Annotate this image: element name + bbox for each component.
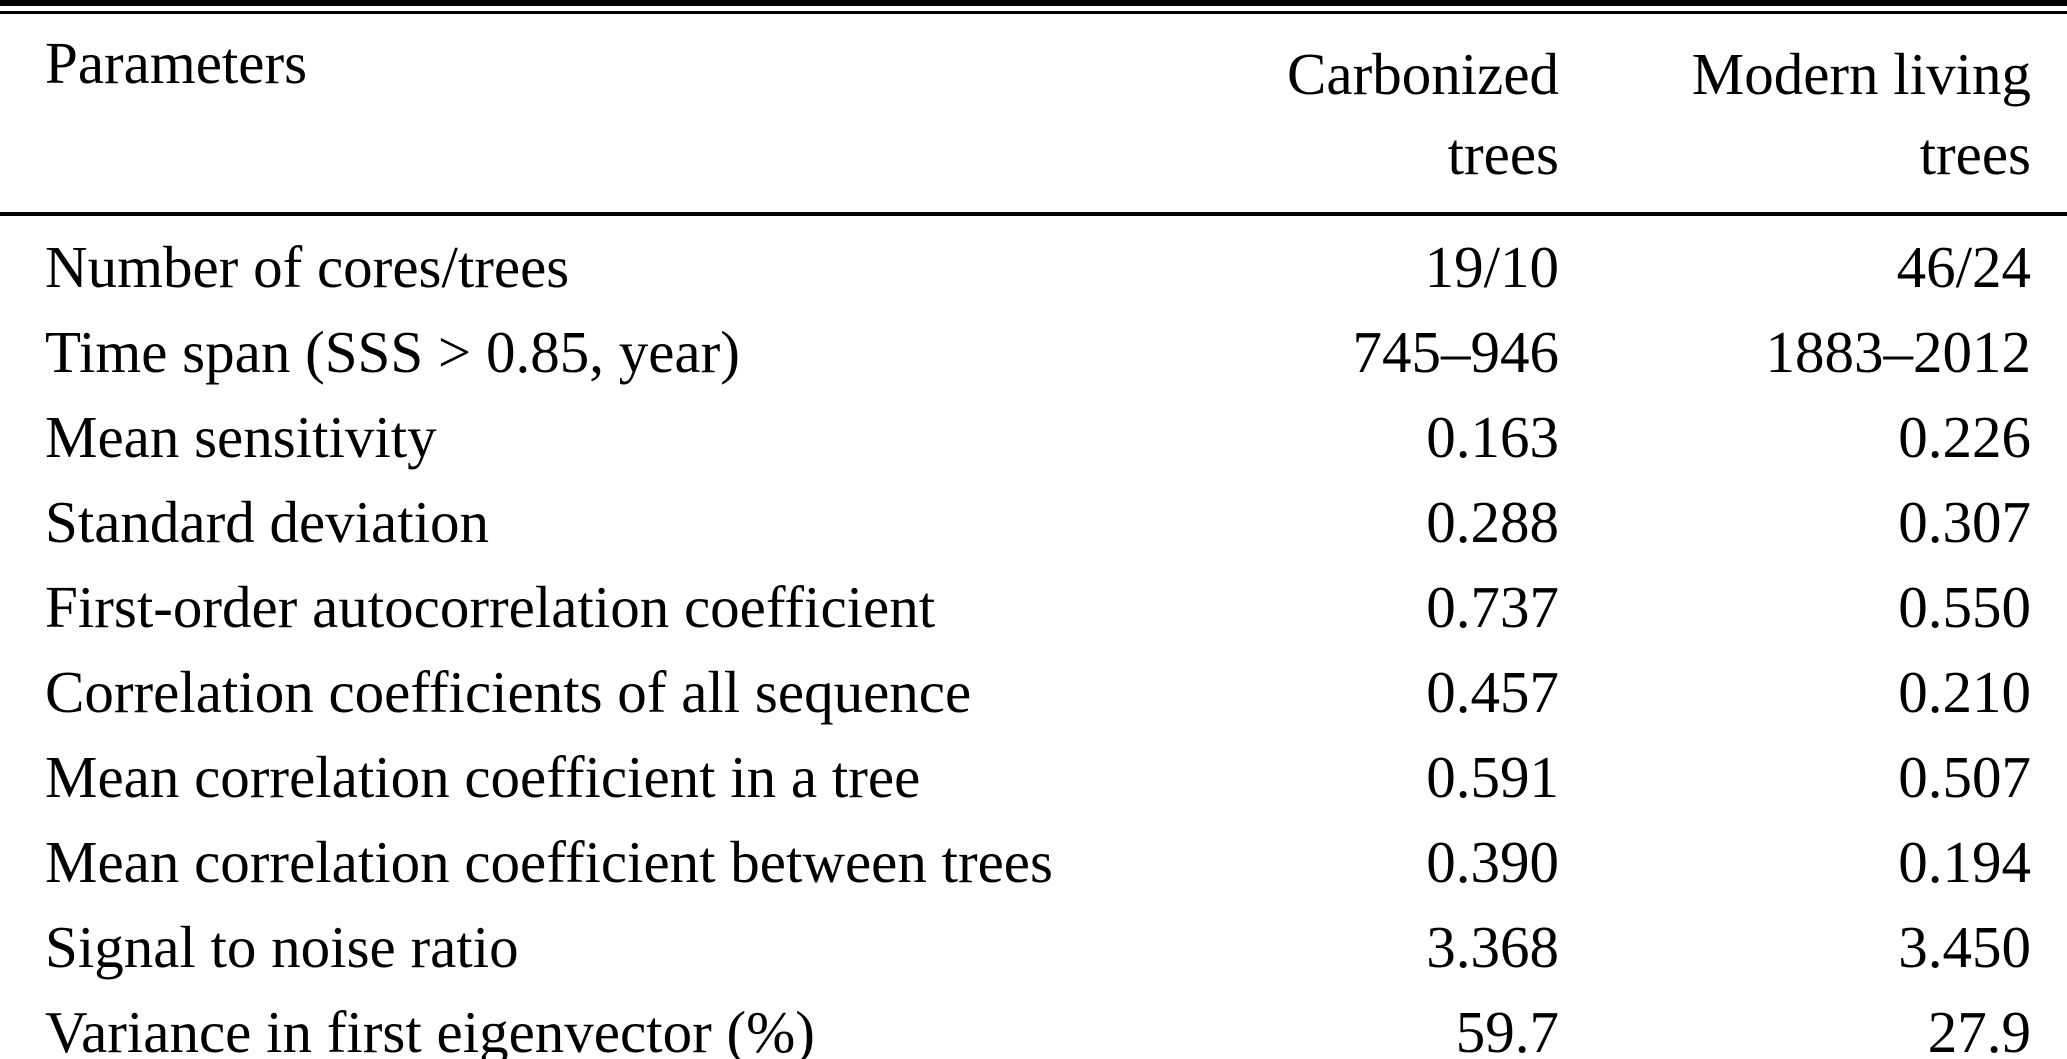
column-header-carbonized-line1: Carbonized	[1287, 41, 1559, 107]
carbonized-value: 745–946	[1352, 319, 1560, 385]
carbonized-value: 0.457	[1426, 659, 1559, 725]
modern-value: 0.507	[1898, 744, 2031, 810]
modern-value: 3.450	[1898, 914, 2031, 980]
table-row: Variance in first eigenvector (%) 59.7 2…	[0, 990, 2067, 1059]
param-label: Correlation coefficients of all sequence	[45, 659, 972, 725]
param-label: Mean correlation coefficient in a tree	[45, 744, 921, 810]
column-header-parameters: Parameters	[0, 14, 1170, 216]
param-label: Standard deviation	[45, 489, 490, 555]
modern-value: 1883–2012	[1765, 319, 2032, 385]
table-row: First-order autocorrelation coefficient …	[0, 565, 2067, 650]
carbonized-value: 19/10	[1424, 234, 1559, 300]
table-row: Number of cores/trees 19/10 46/24	[0, 214, 2067, 310]
column-header-carbonized-line2: trees	[1447, 121, 1559, 187]
param-label: Mean sensitivity	[45, 404, 437, 470]
modern-value: 27.9	[1927, 999, 2031, 1059]
modern-value: 0.210	[1898, 659, 2031, 725]
param-label: Mean correlation coefficient between tre…	[45, 829, 1053, 895]
column-header-modern-living-trees: Modern living trees	[1560, 14, 2067, 216]
carbonized-value: 59.7	[1455, 999, 1559, 1059]
param-label: Signal to noise ratio	[45, 914, 519, 980]
statistics-table: Parameters Carbonized trees Modern livin…	[0, 14, 2067, 1059]
modern-value: 0.226	[1898, 404, 2031, 470]
modern-value: 0.550	[1898, 574, 2031, 640]
param-label: First-order autocorrelation coefficient	[45, 574, 936, 640]
carbonized-value: 0.737	[1426, 574, 1559, 640]
column-header-modern-line1: Modern living	[1691, 41, 2031, 107]
param-label: Variance in first eigenvector (%)	[45, 999, 815, 1059]
carbonized-value: 0.163	[1426, 404, 1559, 470]
column-header-carbonized-trees: Carbonized trees	[1170, 14, 1560, 216]
carbonized-value: 0.390	[1426, 829, 1559, 895]
param-label: Time span (SSS > 0.85, year)	[45, 319, 740, 385]
carbonized-value: 0.288	[1426, 489, 1559, 555]
top-rule-thin	[0, 11, 2067, 14]
column-header-modern-line2: trees	[1919, 121, 2031, 187]
param-label: Number of cores/trees	[45, 234, 570, 300]
table-row: Signal to noise ratio 3.368 3.450	[0, 905, 2067, 990]
modern-value: 0.194	[1898, 829, 2031, 895]
carbonized-value: 3.368	[1426, 914, 1559, 980]
carbonized-value: 0.591	[1426, 744, 1559, 810]
table-row: Correlation coefficients of all sequence…	[0, 650, 2067, 735]
header-row: Parameters Carbonized trees Modern livin…	[0, 14, 2067, 216]
modern-value: 46/24	[1896, 234, 2031, 300]
top-rule-thick	[0, 0, 2067, 6]
modern-value: 0.307	[1898, 489, 2031, 555]
table-row: Mean correlation coefficient in a tree 0…	[0, 735, 2067, 820]
table-row: Mean sensitivity 0.163 0.226	[0, 395, 2067, 480]
table-row: Standard deviation 0.288 0.307	[0, 480, 2067, 565]
table-row: Mean correlation coefficient between tre…	[0, 820, 2067, 905]
table-row: Time span (SSS > 0.85, year) 745–946 188…	[0, 310, 2067, 395]
